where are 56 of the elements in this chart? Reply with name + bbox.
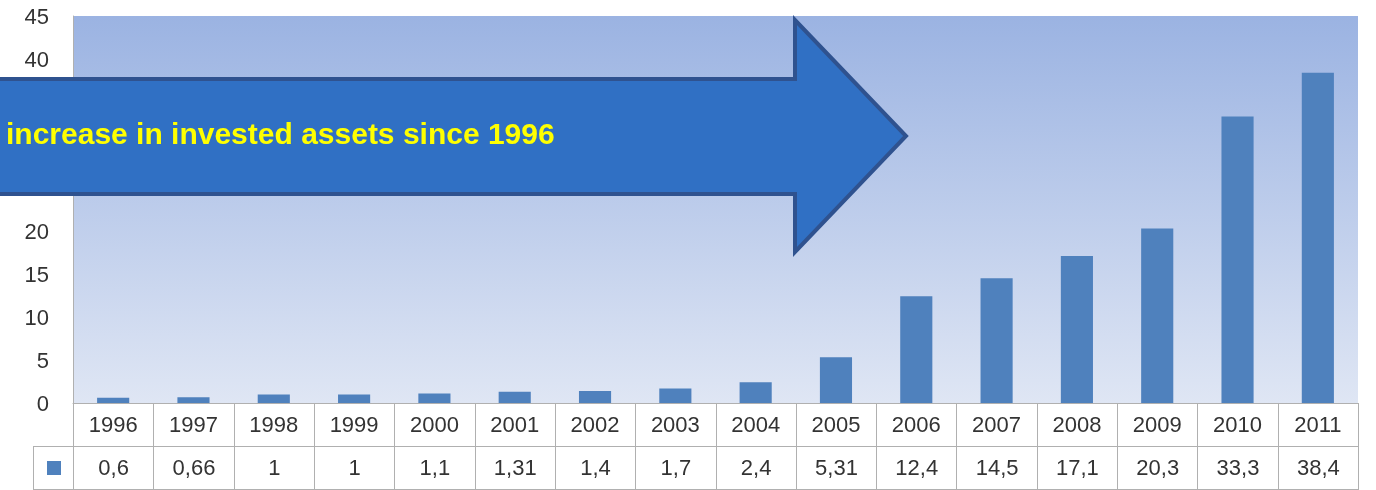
x-tick-label: 2001 bbox=[490, 411, 540, 437]
x-tick-label: 2006 bbox=[891, 411, 941, 437]
data-label: 14,5 bbox=[956, 446, 1038, 490]
bar bbox=[1141, 228, 1174, 403]
data-label: 1 bbox=[234, 446, 315, 490]
x-tick-label: 2004 bbox=[731, 411, 781, 437]
y-tick-label: 45 bbox=[24, 3, 49, 29]
bar bbox=[418, 393, 451, 403]
data-label: 33,3 bbox=[1197, 446, 1279, 490]
y-tick-label: 5 bbox=[36, 347, 49, 373]
x-tick-label: 2008 bbox=[1052, 411, 1102, 437]
bar bbox=[1221, 116, 1254, 403]
y-tick-label: 15 bbox=[24, 261, 49, 287]
x-tick-label: 2002 bbox=[570, 411, 620, 437]
annotation: increase in invested assets since 1996 bbox=[6, 117, 555, 151]
x-tick-label: 1996 bbox=[88, 411, 138, 437]
bar bbox=[97, 397, 130, 403]
data-label: 1,1 bbox=[394, 446, 476, 490]
data-label: 1,31 bbox=[475, 446, 556, 490]
y-tick-label: 40 bbox=[24, 46, 49, 72]
y-tick-label: 10 bbox=[24, 304, 49, 330]
bar bbox=[1301, 72, 1334, 403]
data-label: 5,31 bbox=[796, 446, 877, 490]
data-label: 17,1 bbox=[1037, 446, 1118, 490]
bar bbox=[819, 357, 853, 403]
bar bbox=[1060, 255, 1093, 403]
data-label: 20,3 bbox=[1117, 446, 1198, 490]
x-tick-label: 1998 bbox=[249, 411, 299, 437]
bar bbox=[498, 391, 531, 403]
x-tick-label: 2005 bbox=[811, 411, 861, 437]
y-tick-label: 20 bbox=[24, 218, 49, 244]
x-tick-label: 2009 bbox=[1132, 411, 1182, 437]
x-tick-label: 2007 bbox=[972, 411, 1022, 437]
data-label: 0,6 bbox=[73, 446, 154, 490]
data-label: 12,4 bbox=[876, 446, 957, 490]
data-label: 0,66 bbox=[153, 446, 235, 490]
data-label: 1,7 bbox=[635, 446, 716, 490]
bar bbox=[257, 394, 290, 403]
data-label: 1 bbox=[314, 446, 395, 490]
x-tick-label: 1997 bbox=[168, 411, 218, 437]
data-label: 2,4 bbox=[716, 446, 797, 490]
data-label: 1,4 bbox=[555, 446, 636, 490]
y-tick-label: 0 bbox=[36, 390, 49, 416]
bar bbox=[659, 388, 692, 403]
bar bbox=[980, 278, 1013, 403]
x-tick-label: 2003 bbox=[650, 411, 700, 437]
bar bbox=[900, 296, 933, 403]
x-tick-label: 2011 bbox=[1294, 411, 1342, 437]
bar bbox=[177, 397, 210, 403]
x-tick-label: 1999 bbox=[329, 411, 379, 437]
bar bbox=[739, 382, 772, 403]
data-label: 38,4 bbox=[1278, 446, 1359, 490]
bar bbox=[578, 390, 612, 403]
x-tick-label: 2010 bbox=[1213, 411, 1263, 437]
x-tick-label: 2000 bbox=[409, 411, 459, 437]
bar bbox=[338, 394, 371, 403]
